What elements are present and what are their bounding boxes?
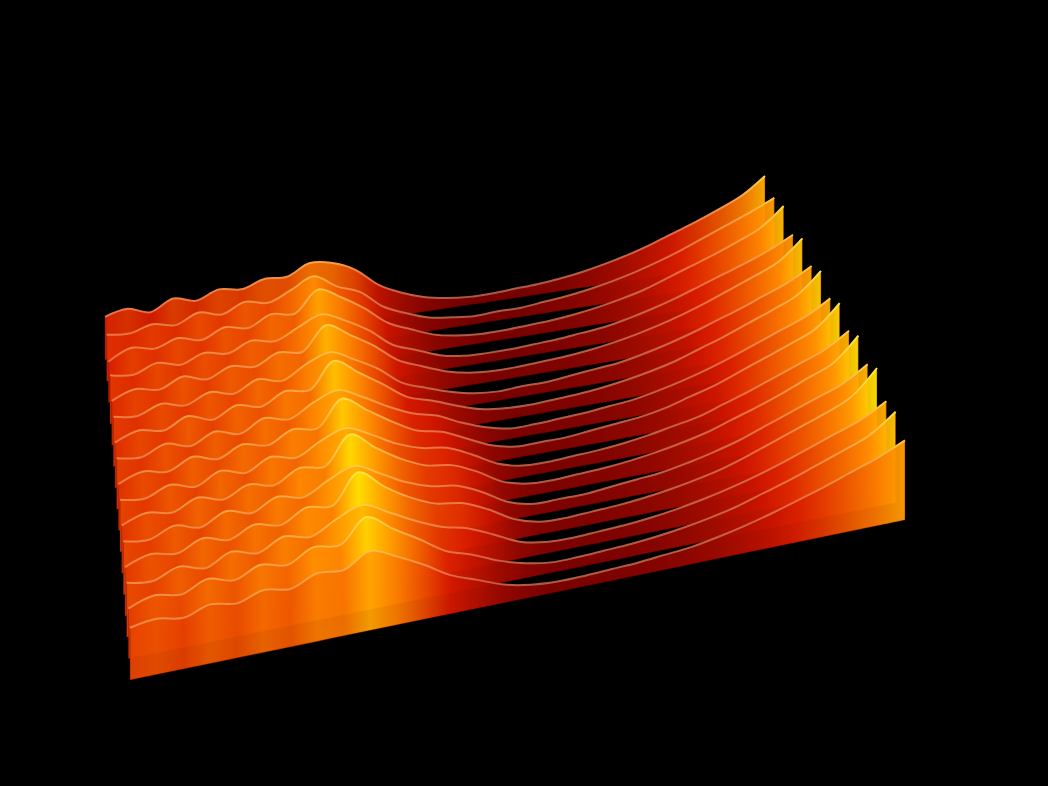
background: [0, 0, 1048, 786]
ribbon-edge: [130, 440, 905, 627]
chart: [0, 0, 1048, 786]
ribbon-area: [130, 440, 905, 680]
surface: [105, 176, 905, 680]
